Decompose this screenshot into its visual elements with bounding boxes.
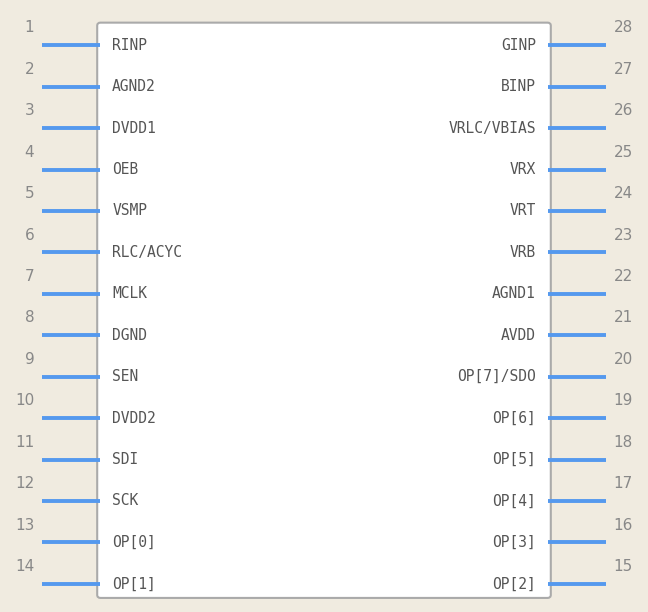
Text: 9: 9 <box>25 352 34 367</box>
Text: 28: 28 <box>614 20 633 35</box>
FancyBboxPatch shape <box>97 23 551 598</box>
Text: OP[2]: OP[2] <box>492 577 536 591</box>
Text: VSMP: VSMP <box>112 204 147 218</box>
Text: DGND: DGND <box>112 328 147 343</box>
Text: DVDD2: DVDD2 <box>112 411 156 425</box>
Text: 16: 16 <box>614 518 633 532</box>
Text: 5: 5 <box>25 186 34 201</box>
Text: SCK: SCK <box>112 493 139 509</box>
Text: DVDD1: DVDD1 <box>112 121 156 136</box>
Text: 24: 24 <box>614 186 633 201</box>
Text: 26: 26 <box>614 103 633 118</box>
Text: AVDD: AVDD <box>501 328 536 343</box>
Text: 7: 7 <box>25 269 34 284</box>
Text: 2: 2 <box>25 62 34 77</box>
Text: OEB: OEB <box>112 162 139 177</box>
Text: BINP: BINP <box>501 79 536 94</box>
Text: 27: 27 <box>614 62 633 77</box>
Text: 14: 14 <box>15 559 34 574</box>
Text: 1: 1 <box>25 20 34 35</box>
Text: RLC/ACYC: RLC/ACYC <box>112 245 182 260</box>
Text: VRT: VRT <box>509 204 536 218</box>
Text: 11: 11 <box>15 435 34 450</box>
Text: OP[7]/SDO: OP[7]/SDO <box>457 369 536 384</box>
Text: OP[5]: OP[5] <box>492 452 536 467</box>
Text: 19: 19 <box>614 394 633 408</box>
Text: AGND1: AGND1 <box>492 286 536 301</box>
Text: SDI: SDI <box>112 452 139 467</box>
Text: GINP: GINP <box>501 38 536 53</box>
Text: OP[1]: OP[1] <box>112 577 156 591</box>
Text: RINP: RINP <box>112 38 147 53</box>
Text: VRX: VRX <box>509 162 536 177</box>
Text: OP[0]: OP[0] <box>112 535 156 550</box>
Text: 6: 6 <box>25 228 34 242</box>
Text: 23: 23 <box>614 228 633 242</box>
Text: OP[4]: OP[4] <box>492 493 536 509</box>
Text: 13: 13 <box>15 518 34 532</box>
Text: 21: 21 <box>614 310 633 326</box>
Text: AGND2: AGND2 <box>112 79 156 94</box>
Text: 22: 22 <box>614 269 633 284</box>
Text: VRLC/VBIAS: VRLC/VBIAS <box>448 121 536 136</box>
Text: 3: 3 <box>25 103 34 118</box>
Text: 17: 17 <box>614 476 633 491</box>
Text: 10: 10 <box>15 394 34 408</box>
Text: 15: 15 <box>614 559 633 574</box>
Text: OP[6]: OP[6] <box>492 411 536 425</box>
Text: 18: 18 <box>614 435 633 450</box>
Text: SEN: SEN <box>112 369 139 384</box>
Text: 12: 12 <box>15 476 34 491</box>
Text: 4: 4 <box>25 144 34 160</box>
Text: OP[3]: OP[3] <box>492 535 536 550</box>
Text: VRB: VRB <box>509 245 536 260</box>
Text: 25: 25 <box>614 144 633 160</box>
Text: MCLK: MCLK <box>112 286 147 301</box>
Text: 8: 8 <box>25 310 34 326</box>
Text: 20: 20 <box>614 352 633 367</box>
